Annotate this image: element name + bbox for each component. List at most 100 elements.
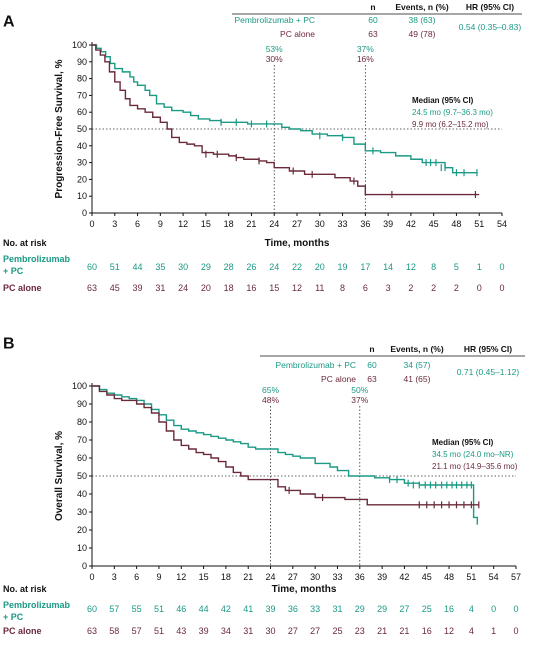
risk-count-pembro: 16 xyxy=(444,604,454,614)
y-tick-label: 70 xyxy=(77,90,87,100)
risk-count-pc: 1 xyxy=(491,626,496,636)
x-tick-label: 12 xyxy=(178,219,188,229)
x-tick-label: 3 xyxy=(112,572,117,582)
risk-count-pembro: 4 xyxy=(469,604,474,614)
x-tick-label: 6 xyxy=(135,219,140,229)
risk-count-pc: 63 xyxy=(87,283,97,293)
risk-count-pc: 34 xyxy=(221,626,231,636)
risk-count-pc: 3 xyxy=(386,283,391,293)
table-row-n: 60 xyxy=(368,15,378,25)
risk-count-pembro: 51 xyxy=(154,604,164,614)
risk-count-pc: 2 xyxy=(454,283,459,293)
risk-count-pembro: 42 xyxy=(221,604,231,614)
x-axis-label: Time, months xyxy=(265,238,330,249)
risk-count-pembro: 35 xyxy=(155,262,165,272)
risk-count-pc: 57 xyxy=(132,626,142,636)
landmark-value-pc: 30% xyxy=(266,54,283,64)
x-tick-label: 36 xyxy=(355,572,365,582)
risk-count-pc: 31 xyxy=(243,626,253,636)
y-axis-label: Overall Survival, % xyxy=(54,431,65,521)
x-tick-label: 12 xyxy=(176,572,186,582)
x-tick-label: 21 xyxy=(246,219,256,229)
risk-count-pc: 15 xyxy=(269,283,279,293)
risk-count-pembro: 33 xyxy=(310,604,320,614)
y-tick-label: 30 xyxy=(77,507,87,517)
x-tick-label: 36 xyxy=(360,219,370,229)
table-header-events: Events, n (%) xyxy=(390,344,444,354)
risk-count-pc: 11 xyxy=(315,283,324,293)
table-header-n: n xyxy=(370,2,375,12)
km-curve-pembro xyxy=(92,385,479,525)
x-tick-label: 27 xyxy=(292,219,302,229)
risk-count-pc: 30 xyxy=(266,626,276,636)
risk-count-pembro: 12 xyxy=(406,262,416,272)
y-tick-label: 20 xyxy=(77,525,87,535)
risk-count-pembro: 44 xyxy=(199,604,209,614)
risk-count-pc: 23 xyxy=(355,626,365,636)
landmark-value-pc: 37% xyxy=(351,395,368,405)
risk-count-pc: 6 xyxy=(363,283,368,293)
risk-count-pembro: 57 xyxy=(109,604,119,614)
risk-count-pembro: 26 xyxy=(246,262,256,272)
risk-count-pc: 21 xyxy=(399,626,409,636)
x-tick-label: 45 xyxy=(422,572,432,582)
x-tick-label: 24 xyxy=(266,572,276,582)
median-value-pembro: 34.5 mo (24.0 mo–NR) xyxy=(432,450,514,459)
risk-label-pembro-2: + PC xyxy=(3,612,24,622)
landmark-value-pc: 48% xyxy=(262,395,279,405)
risk-count-pembro: 41 xyxy=(243,604,253,614)
risk-count-pembro: 51 xyxy=(110,262,120,272)
risk-count-pc: 39 xyxy=(199,626,209,636)
x-tick-label: 33 xyxy=(332,572,342,582)
risk-count-pc: 24 xyxy=(178,283,188,293)
median-value-pc: 9.9 mo (6.2–15.2 mo) xyxy=(412,120,489,129)
x-tick-label: 9 xyxy=(156,572,161,582)
risk-label-pc: PC alone xyxy=(3,283,42,293)
x-tick-label: 0 xyxy=(89,219,94,229)
x-tick-label: 24 xyxy=(269,219,279,229)
risk-label-pembro: Pembrolizumab xyxy=(3,254,71,264)
risk-title: No. at risk xyxy=(3,584,48,594)
table-row-label: Pembrolizumab + PC xyxy=(275,360,356,370)
y-tick-label: 40 xyxy=(77,141,87,151)
table-row-label: PC alone xyxy=(280,29,315,39)
table-row-label: PC alone xyxy=(321,374,356,384)
risk-count-pc: 4 xyxy=(469,626,474,636)
risk-count-pc: 27 xyxy=(288,626,298,636)
risk-count-pc: 63 xyxy=(87,626,97,636)
median-value-pc: 21.1 mo (14.9–35.6 mo) xyxy=(432,462,518,471)
risk-label-pembro: Pembrolizumab xyxy=(3,600,71,610)
risk-count-pc: 0 xyxy=(513,626,518,636)
y-tick-label: 80 xyxy=(77,417,87,427)
table-header-hr: HR (95% CI) xyxy=(466,2,514,12)
risk-count-pc: 8 xyxy=(340,283,345,293)
landmark-value-pembro: 50% xyxy=(351,385,368,395)
x-tick-label: 42 xyxy=(399,572,409,582)
table-row-events: 41 (65) xyxy=(404,374,431,384)
risk-count-pc: 39 xyxy=(133,283,143,293)
risk-count-pembro: 36 xyxy=(288,604,298,614)
risk-count-pc: 45 xyxy=(110,283,120,293)
table-row-n: 63 xyxy=(367,374,377,384)
risk-count-pc: 12 xyxy=(444,626,454,636)
y-tick-label: 80 xyxy=(77,74,87,84)
risk-count-pembro: 39 xyxy=(266,604,276,614)
risk-count-pembro: 14 xyxy=(383,262,393,272)
y-tick-label: 50 xyxy=(77,471,87,481)
table-row-events: 49 (78) xyxy=(409,29,436,39)
median-title: Median (95% CI) xyxy=(412,96,474,105)
landmark-value-pembro: 65% xyxy=(262,385,279,395)
table-row-n: 63 xyxy=(368,29,378,39)
x-axis-label: Time, months xyxy=(272,584,337,595)
risk-title: No. at risk xyxy=(3,238,48,248)
risk-count-pembro: 29 xyxy=(377,604,387,614)
risk-count-pembro: 22 xyxy=(292,262,302,272)
x-tick-label: 30 xyxy=(315,219,325,229)
risk-count-pembro: 60 xyxy=(87,262,97,272)
table-header-hr: HR (95% CI) xyxy=(464,344,512,354)
y-tick-label: 30 xyxy=(77,158,87,168)
risk-count-pembro: 19 xyxy=(338,262,348,272)
table-row-events: 38 (63) xyxy=(409,15,436,25)
